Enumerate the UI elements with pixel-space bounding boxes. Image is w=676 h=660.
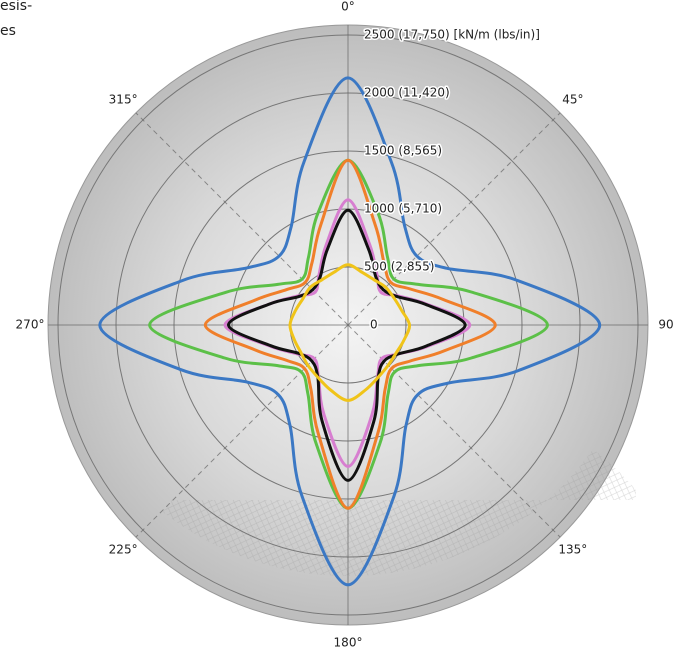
r-tick-label: 2500 (17,750) [kN/m (lbs/in)] [364,28,540,42]
theta-tick-label: 225° [109,542,138,556]
header-fragment: es [0,23,16,39]
header-fragment: esis- [0,0,32,14]
r-tick-label: 2000 (11,420) [364,86,450,100]
theta-tick-label: 180° [334,636,363,650]
series-curve [203,158,497,510]
theta-tick-label: 315° [109,93,138,107]
series-curve [288,263,412,402]
series-curve [98,76,602,587]
theta-tick-label: 90 [658,318,673,332]
r-tick-label: 1000 (5,710) [364,202,442,216]
theta-tick-label: 135° [558,542,587,556]
series-curve [226,208,467,482]
theta-tick-label: 270° [16,318,45,332]
photo-texture [60,360,636,576]
r-tick-label: 500 (2,855) [364,260,434,274]
r-tick-label: 0 [370,318,378,332]
r-tick-label: 1500 (8,565) [364,144,442,158]
theta-tick-label: 0° [341,0,355,14]
theta-tick-label: 45° [562,93,583,107]
